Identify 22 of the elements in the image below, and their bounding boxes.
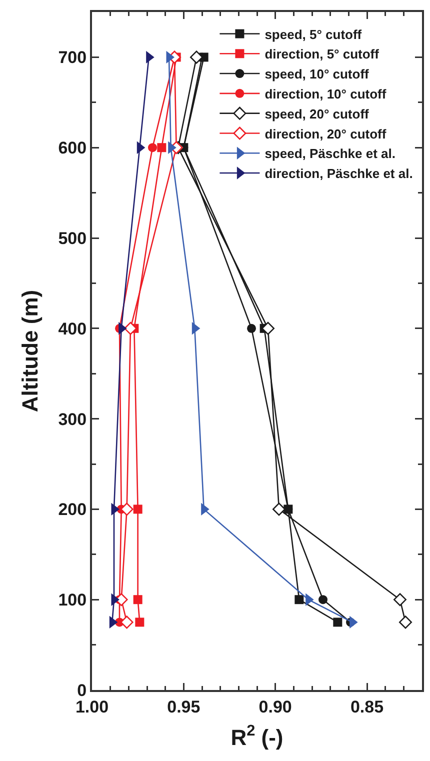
y-tick-label: 600 bbox=[58, 138, 87, 158]
y-tick-label: 400 bbox=[58, 319, 87, 338]
y-axis-title: Altitude (m) bbox=[18, 290, 43, 412]
x-tick-label: 1.00 bbox=[75, 697, 109, 716]
legend-label: direction, 10° cutoff bbox=[264, 86, 387, 102]
legend-label: speed, Päschke et al. bbox=[264, 146, 396, 162]
y-tick-label: 500 bbox=[58, 228, 87, 248]
y-tick-label: 100 bbox=[58, 590, 87, 610]
legend-label: speed, 5° cutoff bbox=[264, 26, 362, 42]
legend-label: speed, 10° cutoff bbox=[264, 66, 370, 82]
y-tick-label: 700 bbox=[58, 48, 87, 68]
y-tick-label: 200 bbox=[58, 500, 87, 520]
legend-label: speed, 20° cutoff bbox=[264, 106, 370, 122]
x-tick-label: 0.85 bbox=[350, 697, 384, 716]
legend-label: direction, Päschke et al. bbox=[264, 166, 413, 182]
x-axis-title: R$^{2}$ (-) bbox=[230, 722, 284, 750]
legend-label: direction, 20° cutoff bbox=[264, 126, 387, 142]
x-tick-label: 0.90 bbox=[258, 697, 292, 716]
y-tick-label: 0 bbox=[77, 680, 87, 700]
y-tick-label: 300 bbox=[58, 410, 87, 429]
x-tick-label: 0.95 bbox=[167, 697, 200, 716]
legend-label: direction, 5° cutoff bbox=[264, 46, 380, 62]
